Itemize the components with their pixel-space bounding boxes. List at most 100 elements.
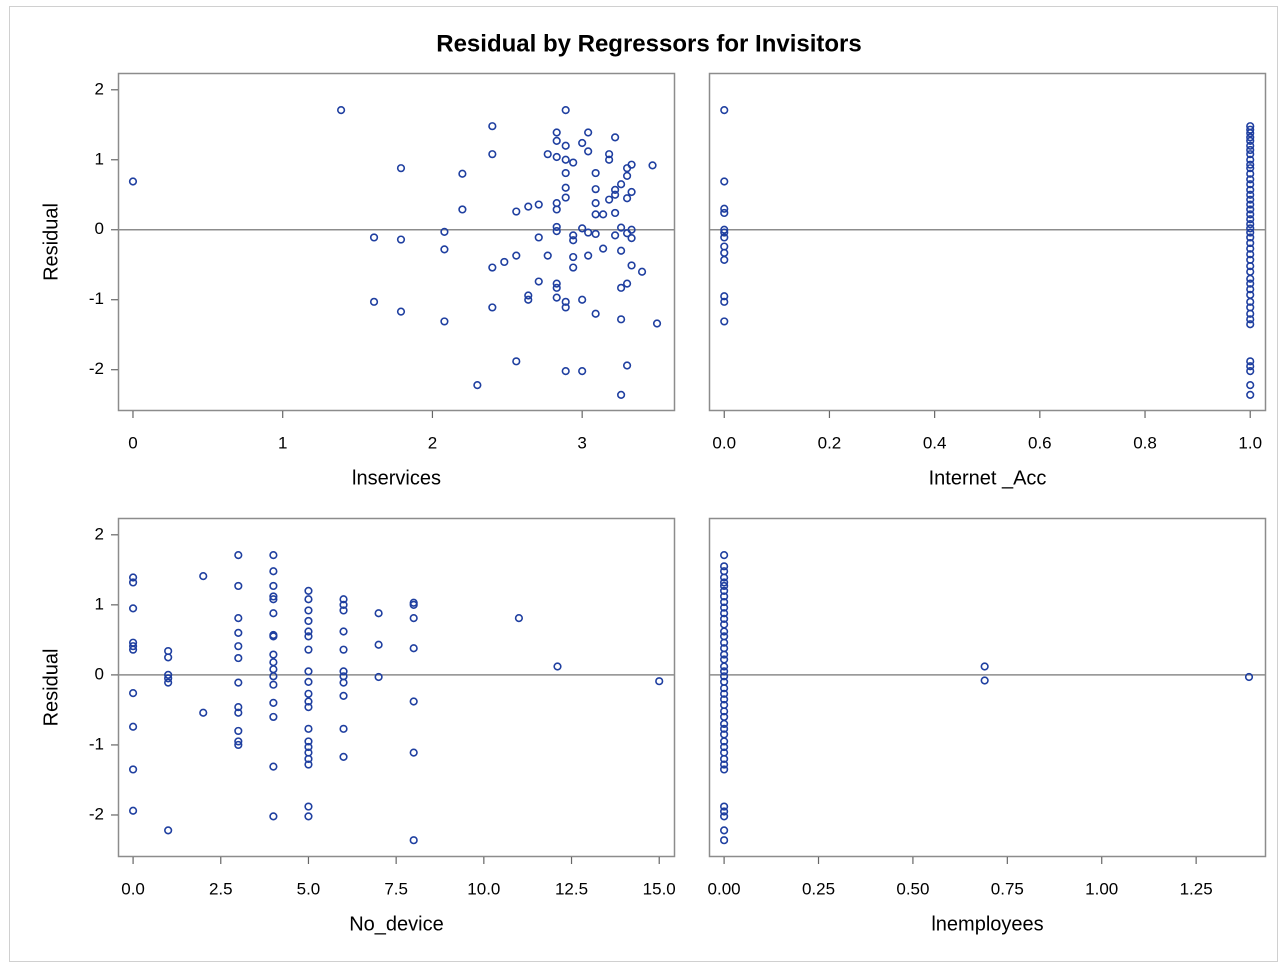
point xyxy=(1246,133,1255,142)
point xyxy=(1246,175,1255,184)
point xyxy=(591,210,600,219)
point xyxy=(591,229,600,239)
point xyxy=(1246,262,1255,271)
point xyxy=(339,627,348,636)
point xyxy=(304,742,313,752)
point xyxy=(616,180,626,189)
y-axis-label: Residual xyxy=(40,649,62,727)
y-tick-label: 0 xyxy=(95,664,104,683)
point xyxy=(552,128,561,137)
x-tick-label: 1.00 xyxy=(1085,879,1118,898)
point xyxy=(622,194,632,203)
point xyxy=(616,390,626,400)
x-tick-label: 5.0 xyxy=(297,879,321,898)
point xyxy=(1246,357,1255,366)
point xyxy=(409,836,418,845)
point xyxy=(304,595,313,604)
point xyxy=(720,609,729,618)
point xyxy=(720,317,729,326)
point xyxy=(339,691,348,701)
point xyxy=(339,678,348,687)
point xyxy=(720,204,729,213)
point xyxy=(720,650,729,659)
point xyxy=(128,177,138,186)
point xyxy=(720,812,729,821)
point xyxy=(648,161,657,170)
point xyxy=(720,578,729,587)
point xyxy=(720,225,729,234)
point xyxy=(269,672,278,681)
point xyxy=(339,595,348,604)
point xyxy=(720,662,729,671)
y-axis-label: Residual xyxy=(40,203,62,281)
point xyxy=(409,644,418,653)
point xyxy=(304,606,313,615)
point xyxy=(234,737,243,746)
x-tick-label: 0.0 xyxy=(712,433,736,452)
point xyxy=(514,614,524,623)
point xyxy=(720,551,729,560)
point xyxy=(304,754,313,764)
point xyxy=(616,223,626,232)
point xyxy=(584,251,593,260)
point xyxy=(304,616,313,626)
point xyxy=(720,760,729,769)
point xyxy=(409,748,418,757)
point xyxy=(561,367,570,376)
point xyxy=(339,724,348,733)
point xyxy=(234,703,243,712)
point xyxy=(440,245,449,254)
point xyxy=(569,236,578,245)
point xyxy=(409,600,418,609)
point xyxy=(569,263,578,272)
x-tick-label: 0 xyxy=(128,433,137,452)
point xyxy=(720,754,729,764)
point xyxy=(1246,250,1255,259)
point xyxy=(1246,362,1255,371)
point xyxy=(1246,180,1255,189)
point xyxy=(720,707,729,716)
point xyxy=(627,160,636,169)
point xyxy=(720,719,729,729)
point xyxy=(473,381,482,390)
y-tick-label: 0 xyxy=(95,219,104,238)
point xyxy=(269,581,278,591)
point xyxy=(1246,136,1255,145)
point xyxy=(591,168,600,178)
point xyxy=(488,122,497,131)
point xyxy=(1246,309,1255,318)
y-tick-label: 2 xyxy=(95,524,104,543)
point xyxy=(569,158,578,167)
point xyxy=(304,737,313,746)
point xyxy=(720,667,729,676)
point xyxy=(409,614,418,623)
point xyxy=(616,283,626,292)
point xyxy=(720,105,729,115)
point xyxy=(269,762,278,771)
x-tick-label: 1.25 xyxy=(1180,879,1213,898)
point xyxy=(1246,129,1255,138)
point xyxy=(1246,274,1255,283)
point xyxy=(304,724,313,733)
point xyxy=(234,740,243,750)
plot-frame xyxy=(708,517,1267,858)
point xyxy=(304,689,313,698)
point xyxy=(339,600,348,609)
point xyxy=(128,645,138,654)
point xyxy=(128,578,138,587)
point xyxy=(1246,205,1255,214)
x-tick-label: 1 xyxy=(278,433,287,452)
point xyxy=(980,662,989,671)
point xyxy=(369,233,379,242)
point xyxy=(578,138,587,148)
point xyxy=(553,662,562,671)
point xyxy=(616,315,626,324)
point xyxy=(561,155,570,164)
point xyxy=(720,672,729,681)
point xyxy=(637,267,647,276)
point xyxy=(627,225,636,234)
point xyxy=(720,562,729,571)
point xyxy=(561,105,570,115)
point xyxy=(234,726,243,736)
x-tick-label: 1.0 xyxy=(1238,433,1262,452)
